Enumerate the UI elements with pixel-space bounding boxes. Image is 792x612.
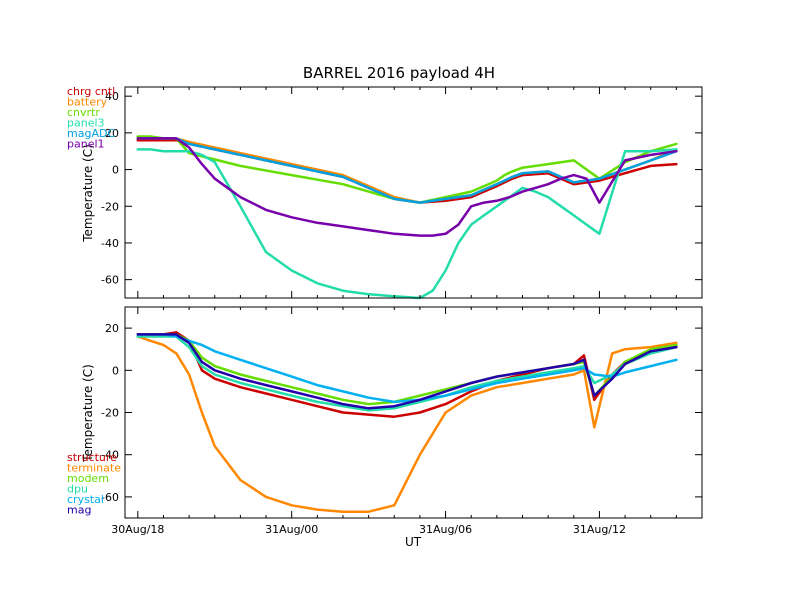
legend-entry-terminate: terminate	[67, 462, 121, 475]
y-tick-label: -20	[101, 200, 119, 213]
top-plot-frame	[124, 86, 703, 299]
series-line-crystal	[136, 333, 678, 404]
series-line-terminate	[136, 335, 678, 513]
y-tick-label: -40	[101, 449, 119, 462]
series-line-panel3	[136, 148, 678, 300]
y-tick-label: 0	[112, 364, 119, 377]
x-tick-label: 30Aug/18	[111, 523, 164, 536]
bottom-temperature-panel: -60 -40 -20 0 20 30Aug/18 31Aug/00 31Aug/06 31Au…	[67, 306, 703, 549]
y-tick-label: -20	[101, 407, 119, 420]
y-tick-label: 0	[112, 164, 119, 177]
legend-entry-panel1: panel1	[67, 138, 105, 151]
y-tick-label: -60	[101, 274, 119, 287]
legend-entry-modem: modem	[67, 472, 109, 485]
top-temperature-panel: -60 -40 -20 0 20 40 Temperature (C) chrg cntl…	[67, 85, 703, 300]
x-tick-label: 31Aug/12	[573, 523, 626, 536]
chart-title: BARREL 2016 payload 4H	[303, 64, 495, 82]
legend-entry-dpu: dpu	[67, 483, 88, 496]
y-tick-label: -60	[101, 491, 119, 504]
legend-entry-structure: structure	[67, 451, 117, 464]
legend-entry-magadc: magADC	[67, 127, 115, 140]
legend-entry-cnvrtr: cnvrtr	[67, 106, 100, 119]
legend-entry-crystal: crystal	[67, 493, 104, 506]
y-tick-label: 40	[105, 90, 119, 103]
series-line-magadc	[136, 137, 678, 204]
x-axis-label: UT	[405, 535, 422, 549]
series-line-panel1	[136, 137, 678, 237]
legend-entry-chrg-cntl: chrg cntl	[67, 85, 115, 98]
legend-entry-battery: battery	[67, 96, 108, 109]
series-line-mag	[136, 333, 678, 410]
x-tick-label: 31Aug/00	[265, 523, 318, 536]
series-line-dpu	[136, 335, 678, 412]
top-y-axis-label: Temperature (C)	[81, 144, 95, 243]
y-tick-label: 20	[105, 322, 119, 335]
y-tick-label: -40	[101, 237, 119, 250]
bottom-y-axis-label: Temperature (C)	[81, 364, 95, 463]
legend-entry-panel3: panel3	[67, 117, 105, 130]
x-tick-label: 31Aug/06	[419, 523, 472, 536]
legend-entry-mag: mag	[67, 504, 91, 517]
y-tick-label: 20	[105, 127, 119, 140]
